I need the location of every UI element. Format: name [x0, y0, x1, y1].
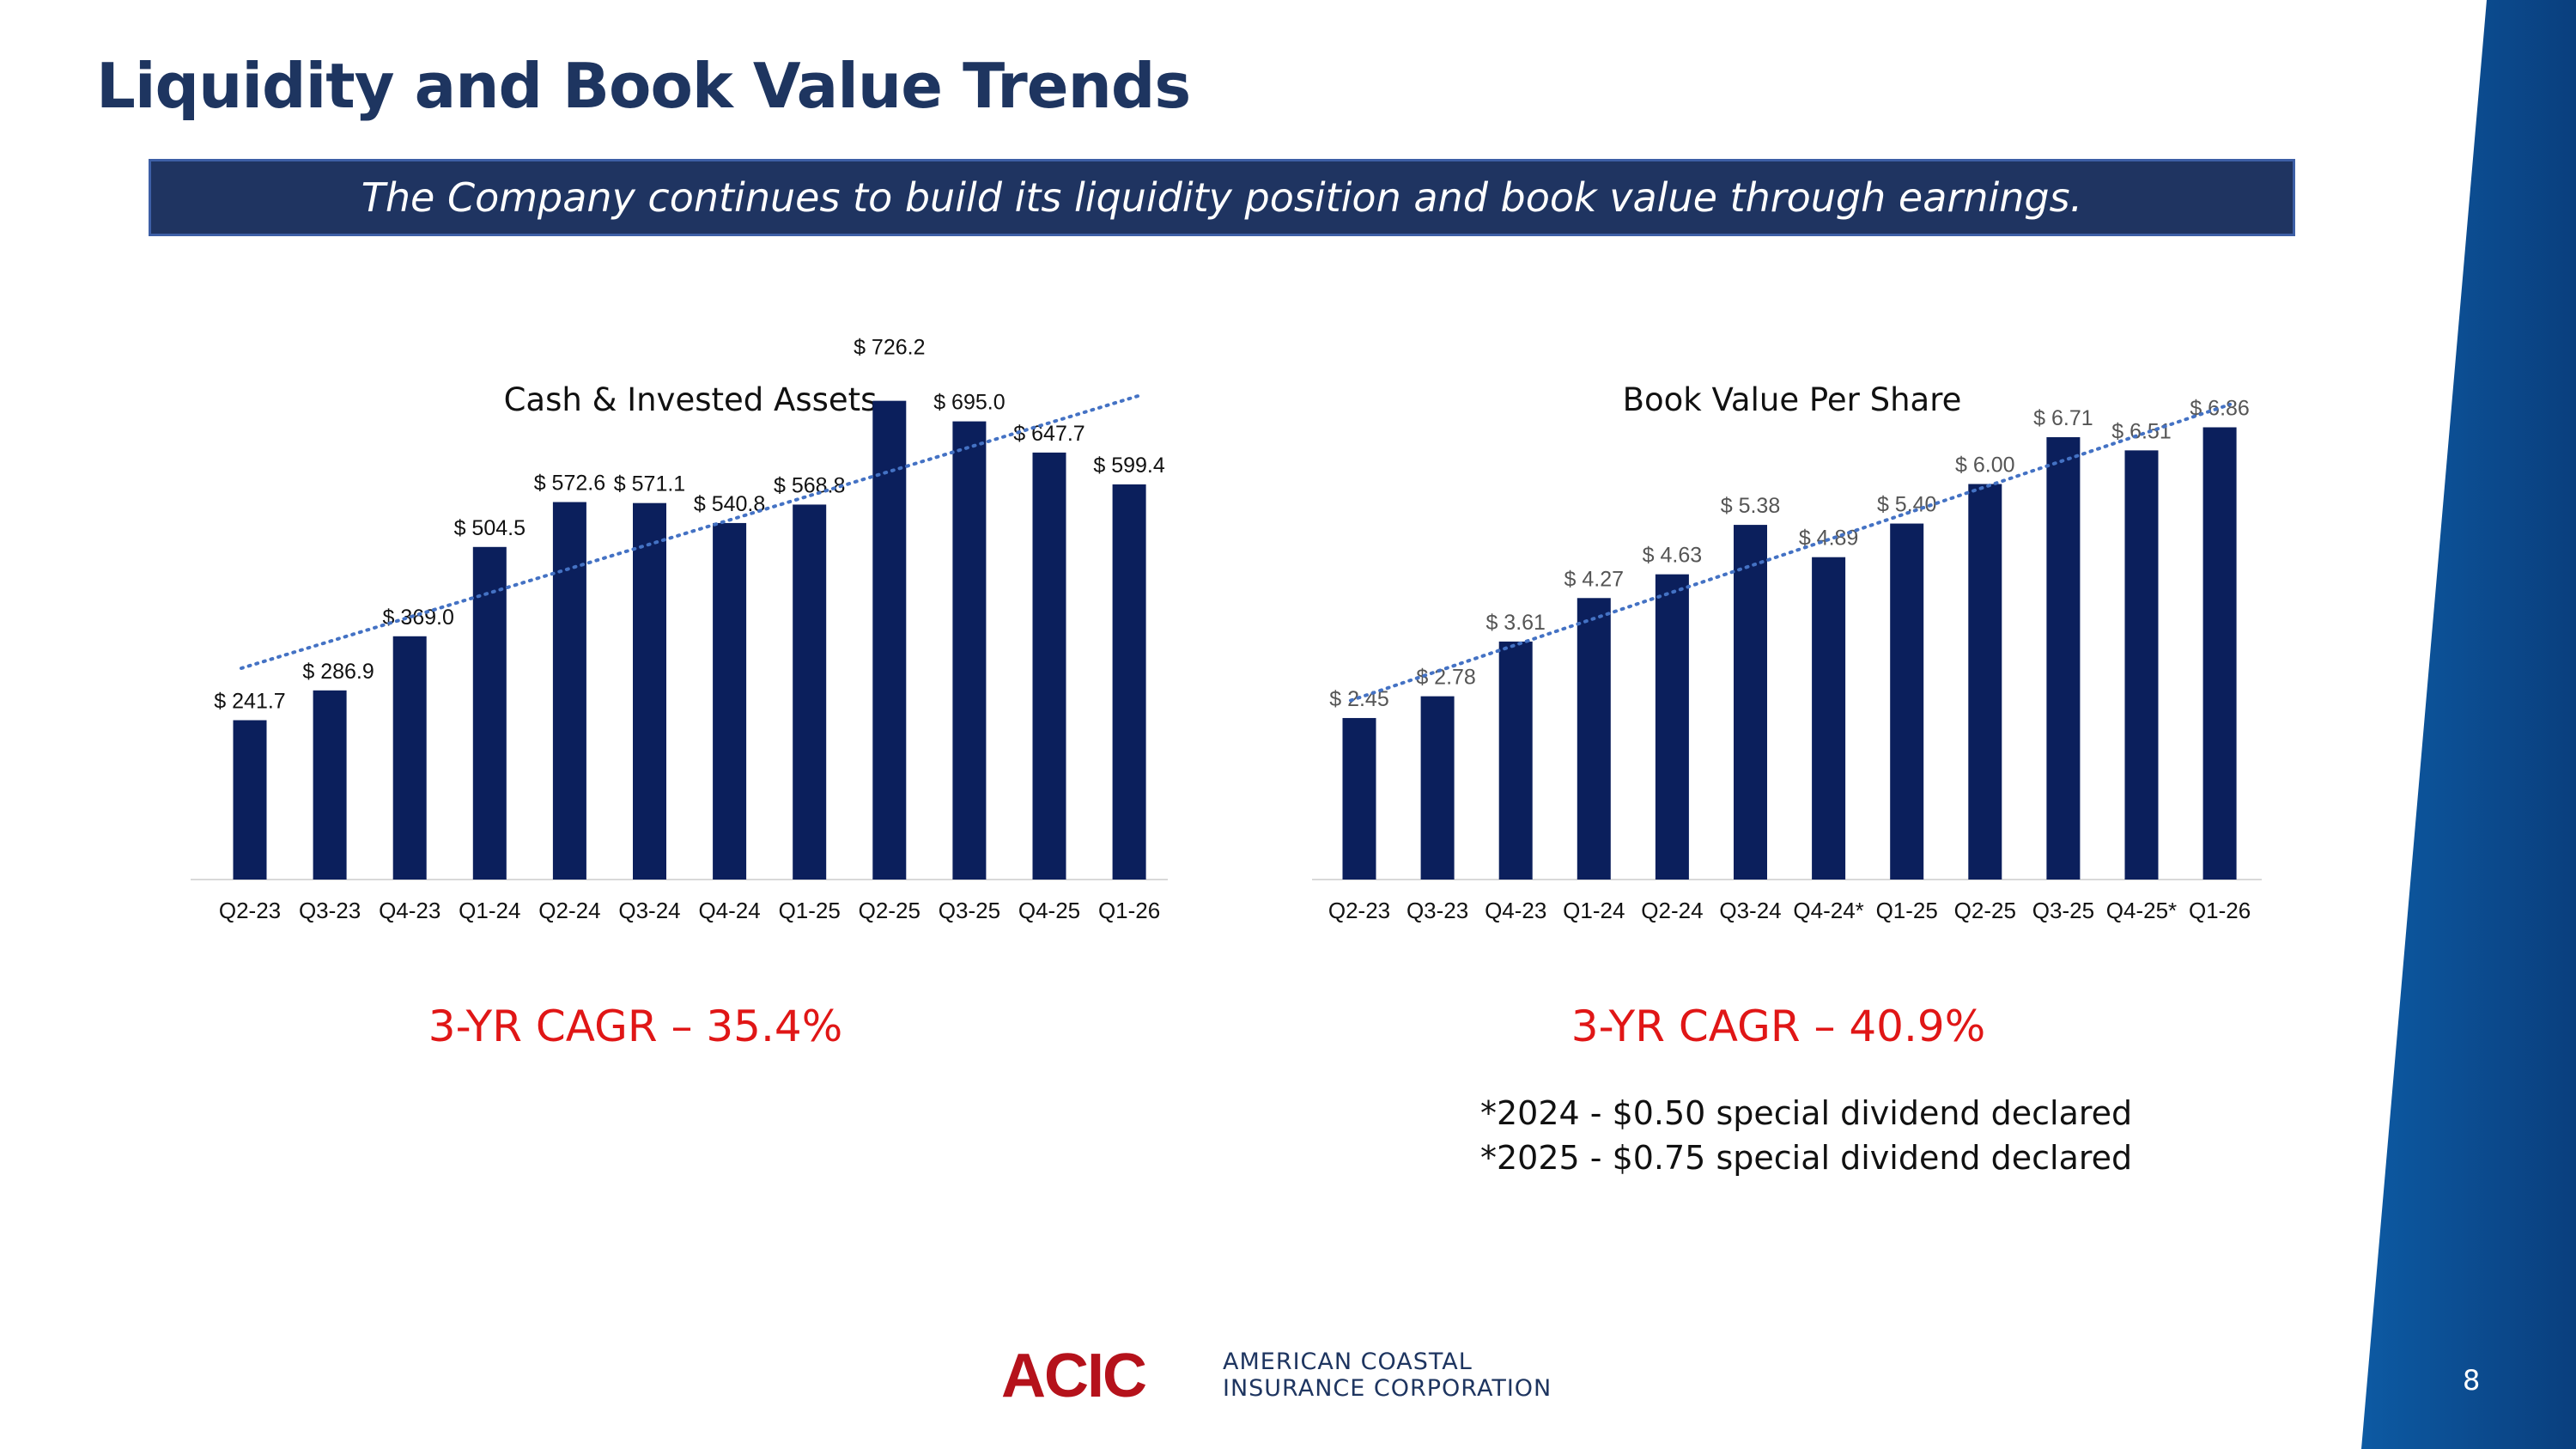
data-label: $ 726.2	[854, 336, 925, 360]
data-label: $ 571.1	[614, 472, 685, 496]
category-label: Q3-24	[1719, 898, 1781, 923]
logo-line-1: AMERICAN COASTAL	[1223, 1349, 1473, 1375]
category-label: Q3-25	[939, 898, 1000, 923]
bar-q2-25	[1968, 484, 2002, 880]
data-label: $ 695.0	[933, 391, 1005, 415]
bar-q4-25-star	[2124, 450, 2159, 880]
category-label: Q4-23	[379, 898, 440, 923]
category-label: Q4-24*	[1793, 898, 1863, 923]
category-label: Q4-25*	[2106, 898, 2177, 923]
bar-q3-25	[952, 421, 987, 880]
data-label: $ 369.0	[382, 606, 453, 630]
bar-q3-23	[313, 690, 347, 880]
category-label: Q2-23	[219, 898, 281, 923]
bar-q1-26	[2202, 427, 2237, 880]
category-label: Q1-25	[1876, 898, 1938, 923]
cagr-bvps: 3-YR CAGR – 40.9%	[1571, 1002, 1986, 1051]
category-label: Q1-24	[1563, 898, 1625, 923]
bar-q1-25	[793, 504, 827, 880]
data-label: $ 568.8	[774, 473, 845, 497]
category-label: Q1-26	[1098, 898, 1160, 923]
data-label: $ 241.7	[214, 689, 285, 713]
data-label: $ 3.61	[1485, 611, 1546, 635]
trendline	[1349, 402, 2233, 703]
category-label: Q2-23	[1328, 898, 1390, 923]
category-label: Q1-25	[779, 898, 841, 923]
footnote-2025: *2025 - $0.75 special dividend declared	[1480, 1139, 2133, 1177]
data-label: $ 572.6	[534, 472, 605, 496]
category-label: Q2-24	[538, 898, 600, 923]
logo-mark-text: ACIC	[1001, 1349, 1146, 1401]
data-label: $ 6.71	[2033, 406, 2093, 430]
category-label: Q4-24	[698, 898, 760, 923]
company-logo: ACIC AMERICAN COASTAL INSURANCE CORPORAT…	[1001, 1349, 1552, 1402]
logo-line-2: INSURANCE CORPORATION	[1223, 1375, 1552, 1402]
data-label: $ 6.00	[1955, 454, 2015, 478]
logo-text: AMERICAN COASTAL INSURANCE CORPORATION	[1223, 1349, 1552, 1402]
category-label: Q2-25	[1954, 898, 2016, 923]
data-label: $ 4.27	[1564, 567, 1625, 591]
bar-q4-23	[392, 636, 427, 880]
footnotes: *2024 - $0.50 special dividend declared …	[1480, 1091, 2132, 1180]
category-label: Q4-23	[1485, 898, 1546, 923]
page-number: 8	[2463, 1364, 2481, 1397]
data-label: $ 647.7	[1013, 422, 1084, 446]
data-label: $ 5.38	[1721, 494, 1781, 518]
category-label: Q2-25	[859, 898, 920, 923]
data-label: $ 4.63	[1643, 544, 1703, 568]
bar-q4-23	[1498, 641, 1533, 880]
bar-q4-24	[713, 522, 747, 880]
page-title: Liquidity and Book Value Trends	[96, 50, 1191, 122]
data-label: $ 599.4	[1093, 454, 1165, 478]
bar-q3-24	[1734, 525, 1767, 880]
bar-q4-24-star	[1812, 557, 1846, 880]
bar-q3-25	[2046, 437, 2081, 880]
data-label: $ 504.5	[454, 516, 526, 540]
bar-q1-24	[1577, 598, 1611, 880]
subtitle-banner: The Company continues to build its liqui…	[149, 159, 2295, 236]
trendline	[240, 393, 1142, 671]
data-label: $ 6.86	[2190, 396, 2250, 420]
bar-q2-23	[1342, 717, 1376, 880]
footnote-2024: *2024 - $0.50 special dividend declared	[1480, 1094, 2133, 1132]
bar-q4-25	[1032, 452, 1066, 880]
data-label: $ 286.9	[302, 660, 374, 684]
category-label: Q3-23	[1406, 898, 1468, 923]
acic-logo-mark: ACIC	[1001, 1349, 1148, 1401]
bar-q2-23	[233, 720, 267, 880]
category-label: Q3-25	[2032, 898, 2094, 923]
bar-q3-24	[633, 502, 666, 880]
category-label: Q2-24	[1641, 898, 1703, 923]
category-label: Q1-24	[459, 898, 520, 923]
cagr-cash: 3-YR CAGR – 35.4%	[428, 1002, 843, 1051]
category-label: Q4-25	[1018, 898, 1080, 923]
category-label: Q3-24	[618, 898, 680, 923]
bar-q2-24	[1655, 574, 1689, 880]
bar-q2-25	[872, 400, 907, 880]
bar-q1-24	[472, 546, 507, 880]
chart-title-cash: Cash & Invested Assets	[503, 381, 878, 418]
chart-title-bvps: Book Value Per Share	[1622, 381, 1962, 418]
category-label: Q1-26	[2189, 898, 2251, 923]
category-label: Q3-23	[299, 898, 361, 923]
bar-q1-26	[1112, 484, 1146, 880]
bar-q3-23	[1420, 696, 1455, 880]
bar-q1-25	[1890, 523, 1924, 880]
